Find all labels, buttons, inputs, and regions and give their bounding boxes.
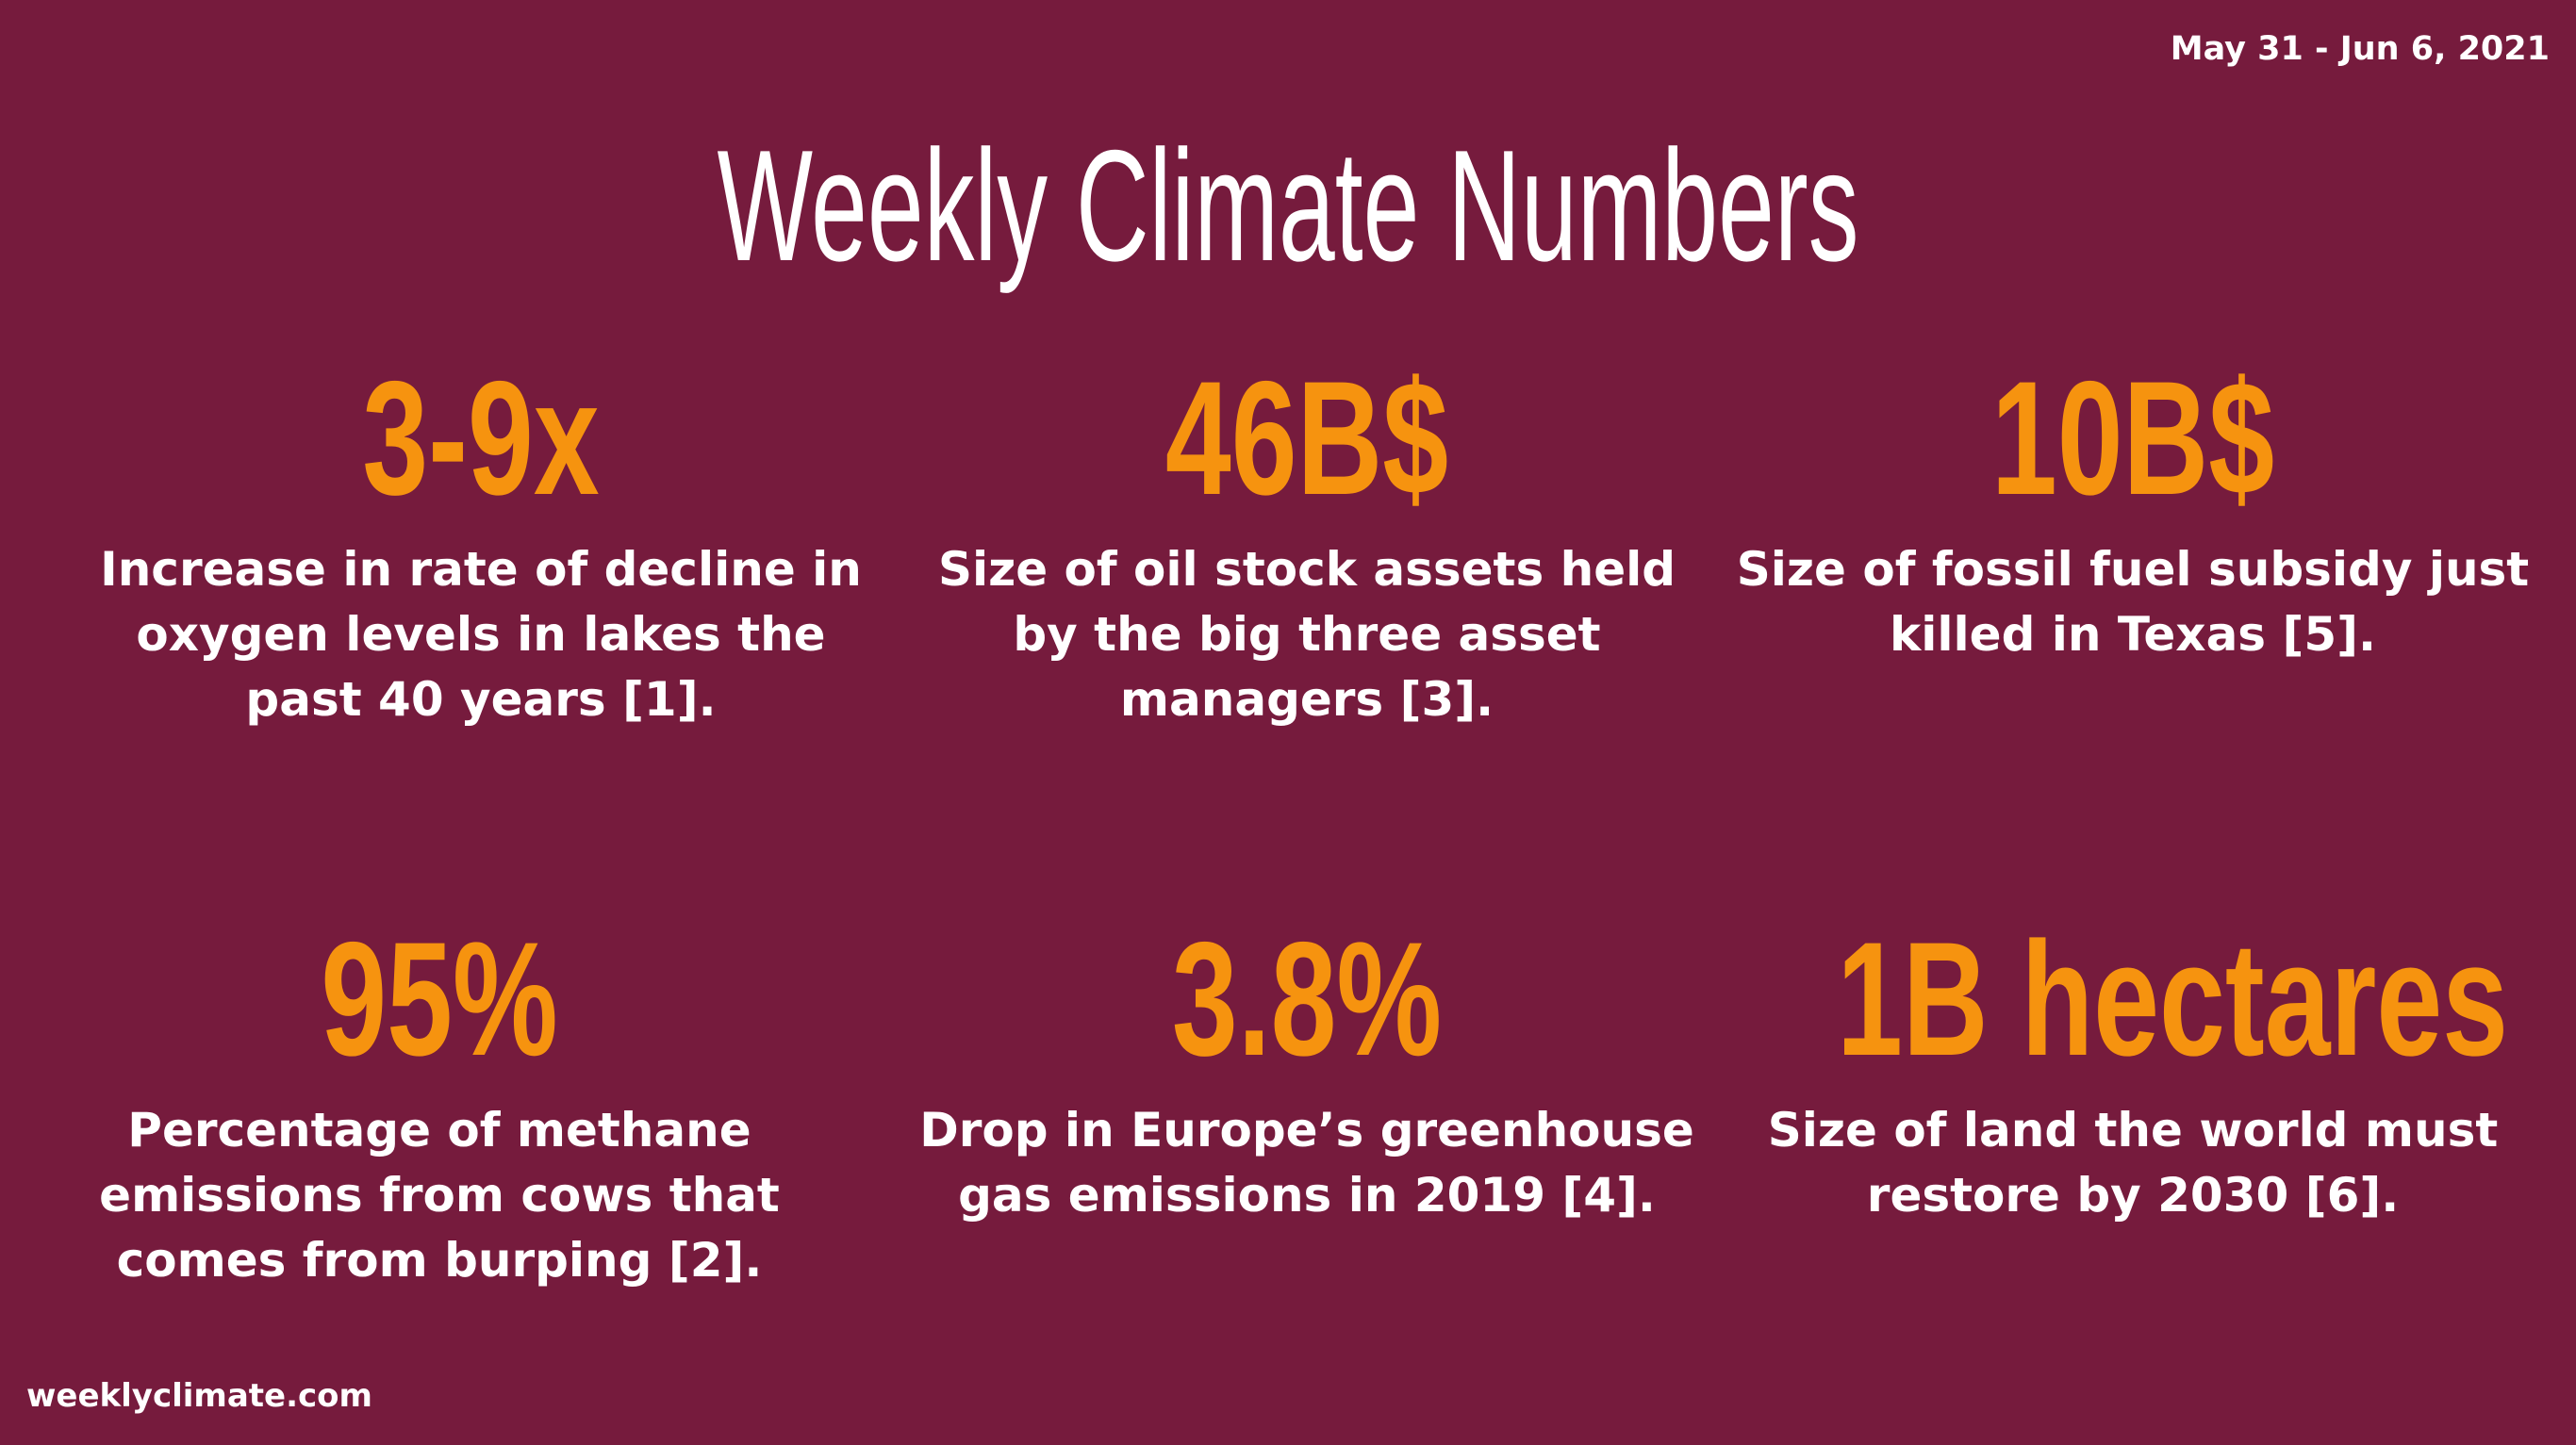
stat-value: 1B hectares: [1837, 909, 2509, 1090]
stat-value: 95%: [321, 909, 558, 1090]
stat-value: 3.8%: [1171, 909, 1443, 1090]
date-range: May 31 - Jun 6, 2021: [2170, 30, 2550, 68]
stat-description: Size of land the world must restore by 2…: [1767, 1103, 2499, 1223]
stat-block-europe-emissions: 3.8% Drop in Europe’s greenhouse gas emi…: [901, 914, 1712, 1228]
stat-block-land-restoration: 1B hectares Size of land the world must …: [1727, 914, 2538, 1228]
stat-description: Size of oil stock assets held by the big…: [937, 542, 1676, 727]
stat-block-oil-stock-assets: 46B$ Size of oil stock assets held by th…: [901, 353, 1712, 732]
stat-block-oxygen-decline: 3-9x Increase in rate of decline in oxyg…: [75, 353, 886, 732]
stat-value: 3-9x: [362, 348, 600, 529]
stat-block-methane-burping: 95% Percentage of methane emissions from…: [34, 914, 845, 1293]
stat-value: 46B$: [1164, 348, 1449, 529]
website-link[interactable]: weeklyclimate.com: [26, 1377, 372, 1415]
stat-description: Increase in rate of decline in oxygen le…: [100, 542, 862, 727]
stat-description: Size of fossil fuel subsidy just killed …: [1736, 542, 2530, 662]
stat-block-fossil-subsidy: 10B$ Size of fossil fuel subsidy just ki…: [1727, 353, 2538, 667]
stat-description: Percentage of methane emissions from cow…: [99, 1103, 780, 1288]
stat-value: 10B$: [1990, 348, 2275, 529]
page-title: Weekly Climate Numbers: [717, 117, 1859, 294]
stat-description: Drop in Europe’s greenhouse gas emission…: [919, 1103, 1694, 1223]
